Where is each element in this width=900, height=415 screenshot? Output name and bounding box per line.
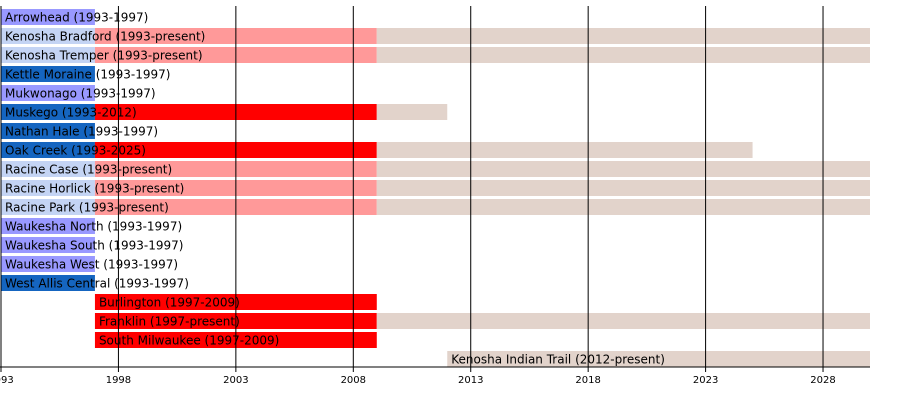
x-tick-label: 1998 [106, 375, 131, 386]
timeline-bar [376, 142, 753, 158]
row-label: Mukwonago (1993-1997) [5, 87, 156, 101]
timeline-bar [1, 199, 95, 215]
row-label: Kenosha Tremper (1993-present) [5, 49, 203, 63]
timeline-bar [1, 275, 95, 291]
row-label: Kettle Moraine (1993-1997) [5, 68, 171, 82]
row-label: Oak Creek (1993-2025) [5, 144, 146, 158]
timeline-bar [1, 66, 95, 82]
x-tick-label: 1993 [0, 375, 14, 386]
row-label: Kenosha Bradford (1993-present) [5, 30, 205, 44]
timeline-bar [376, 47, 870, 63]
timeline-bar [1, 85, 95, 101]
row-label: Waukesha South (1993-1997) [5, 239, 183, 253]
timeline-bar [1, 104, 95, 120]
row-label: Nathan Hale (1993-1997) [5, 125, 158, 139]
x-tick-label: 2028 [810, 375, 835, 386]
x-tick-label: 2018 [575, 375, 600, 386]
row-label: Waukesha West (1993-1997) [5, 258, 178, 272]
row-label: Waukesha North (1993-1997) [5, 220, 182, 234]
x-tick-label: 2013 [458, 375, 483, 386]
timeline-bar [1, 9, 95, 25]
row-label: Racine Park (1993-present) [5, 201, 169, 215]
row-label: Kenosha Indian Trail (2012-present) [451, 353, 665, 367]
timeline-bar [1, 161, 95, 177]
timeline-bar [1, 256, 95, 272]
row-label: Racine Horlick (1993-present) [5, 182, 184, 196]
x-tick-label: 2008 [341, 375, 366, 386]
row-label: Burlington (1997-2009) [99, 296, 240, 310]
timeline-bar [447, 351, 870, 367]
timeline-bar [376, 180, 870, 196]
row-label: Arrowhead (1993-1997) [5, 11, 148, 25]
timeline-bar [376, 313, 870, 329]
row-label: Muskego (1993-2012) [5, 106, 137, 120]
timeline-bar [376, 28, 870, 44]
timeline-bar [376, 161, 870, 177]
row-label: South Milwaukee (1997-2009) [99, 334, 279, 348]
timeline-bar [1, 237, 95, 253]
timeline-bar [376, 199, 870, 215]
timeline-bar [376, 104, 448, 120]
row-label: Franklin (1997-present) [99, 315, 240, 329]
timeline-bar [1, 123, 95, 139]
timeline-bar [1, 28, 95, 44]
x-tick-label: 2003 [223, 375, 248, 386]
row-label: West Allis Central (1993-1997) [5, 277, 189, 291]
x-tick-label: 2023 [693, 375, 718, 386]
timeline-bar [1, 218, 95, 234]
timeline-bar [1, 142, 95, 158]
timeline-bar [1, 47, 95, 63]
row-label: Racine Case (1993-present) [5, 163, 172, 177]
timeline-bar [1, 180, 95, 196]
